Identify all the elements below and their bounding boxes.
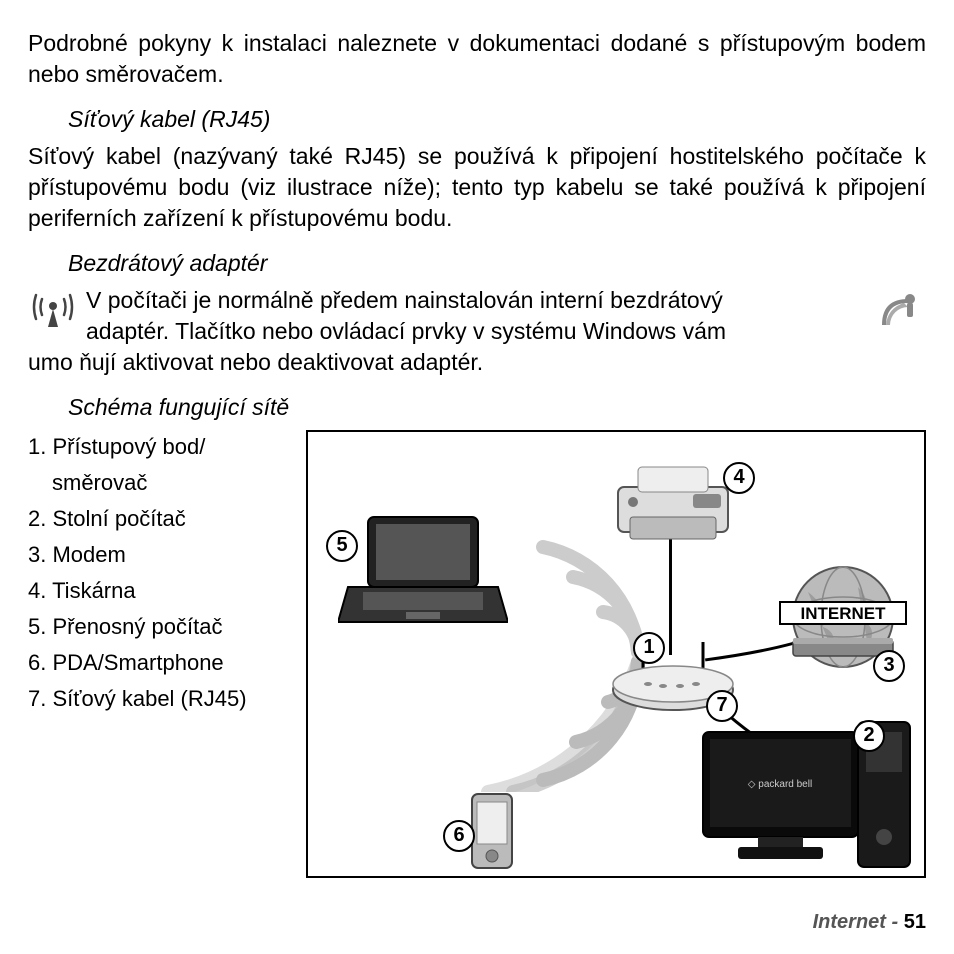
callout-7: 7 bbox=[706, 690, 738, 722]
list-item: 6. PDA/Smartphone bbox=[28, 646, 288, 680]
page-number: 51 bbox=[904, 911, 926, 933]
wireless-adapter-block: V počítači je normálně předem nainstalov… bbox=[28, 285, 926, 378]
callout-2: 2 bbox=[853, 720, 885, 752]
body-rj45: Síťový kabel (nazývaný také RJ45) se pou… bbox=[28, 141, 926, 234]
smartphone-icon bbox=[468, 792, 516, 870]
adapter-line1: V počítači je normálně předem nainstalov… bbox=[86, 285, 876, 316]
list-item: 2. Stolní počítač bbox=[28, 502, 288, 536]
heading-wireless-adapter: Bezdrátový adaptér bbox=[68, 248, 926, 279]
callout-3: 3 bbox=[873, 650, 905, 682]
list-item: 4. Tiskárna bbox=[28, 574, 288, 608]
printer-icon bbox=[608, 462, 738, 547]
page-footer: Internet - 51 bbox=[813, 909, 926, 936]
heading-schema: Schéma fungující sítě bbox=[68, 392, 926, 423]
adapter-line2: adaptér. Tlačítko nebo ovládací prvky v … bbox=[86, 316, 876, 347]
intro-paragraph: Podrobné pokyny k instalaci naleznete v … bbox=[28, 28, 926, 90]
antenna-icon bbox=[28, 287, 78, 329]
list-item: 3. Modem bbox=[28, 538, 288, 572]
footer-label: Internet - bbox=[813, 911, 904, 933]
callout-4: 4 bbox=[723, 462, 755, 494]
list-item: 1. Přístupový bod/ bbox=[28, 430, 288, 464]
adapter-line3: umo ňují aktivovat nebo deaktivovat adap… bbox=[28, 347, 926, 378]
callout-5: 5 bbox=[326, 530, 358, 562]
list-item: směrovač bbox=[28, 466, 288, 500]
wireless-adapter-text: V počítači je normálně předem nainstalov… bbox=[28, 285, 926, 378]
callout-1: 1 bbox=[633, 632, 665, 664]
callout-6: 6 bbox=[443, 820, 475, 852]
heading-rj45: Síťový kabel (RJ45) bbox=[68, 104, 926, 135]
list-item: 5. Přenosný počítač bbox=[28, 610, 288, 644]
list-item: 7. Síťový kabel (RJ45) bbox=[28, 682, 288, 716]
svg-text:◇ packard bell: ◇ packard bell bbox=[748, 779, 812, 790]
laptop-icon bbox=[338, 512, 508, 632]
svg-text:INTERNET: INTERNET bbox=[801, 604, 887, 623]
satellite-dish-icon bbox=[880, 285, 926, 331]
network-diagram: INTERNET ◇ packard bell bbox=[306, 430, 926, 878]
schema-legend-list: 1. Přístupový bod/ směrovač 2. Stolní po… bbox=[28, 430, 288, 878]
